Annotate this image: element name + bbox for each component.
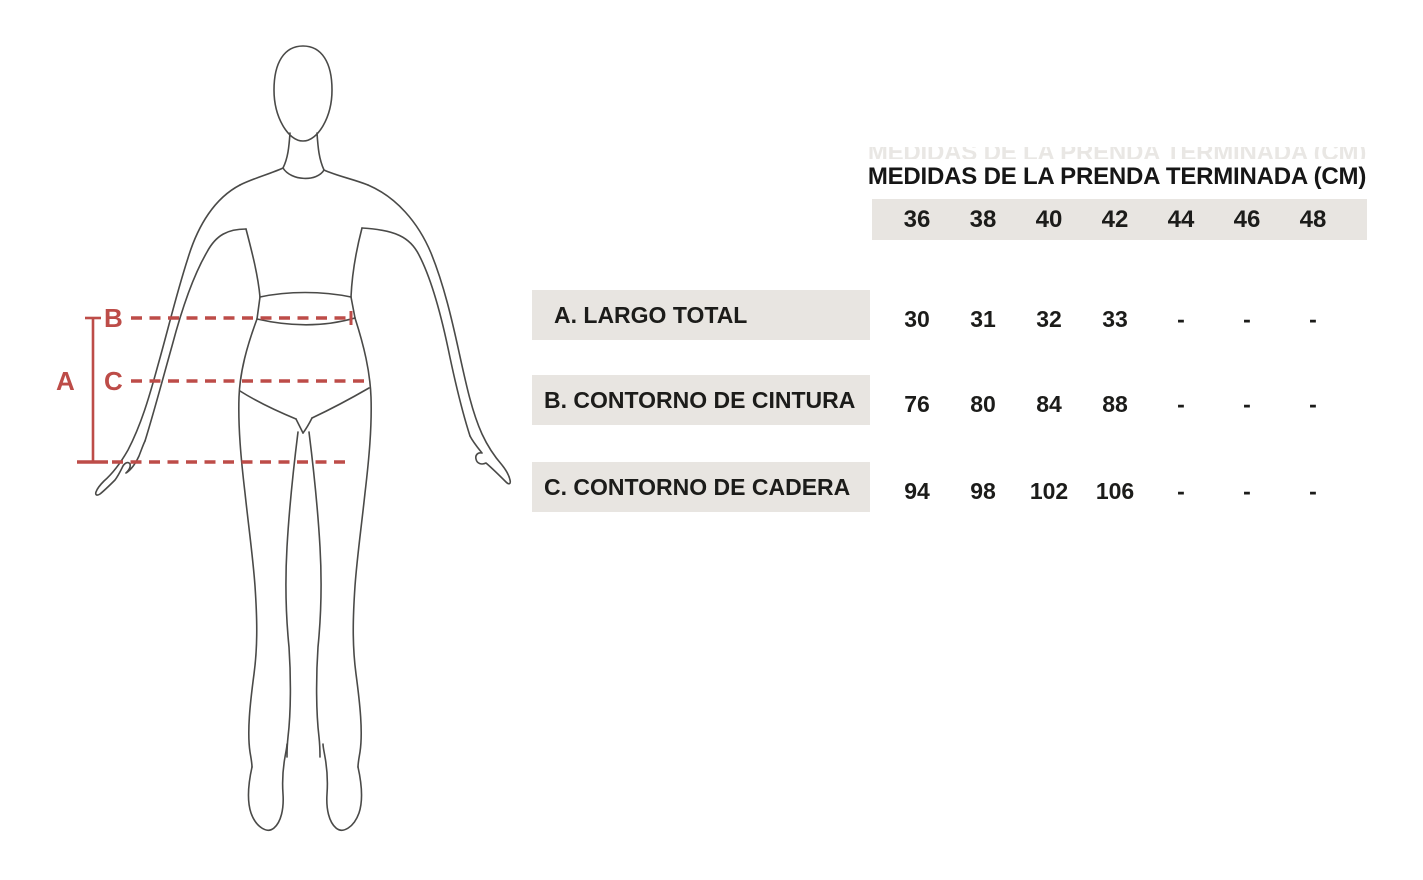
measurement-value: 33 — [1102, 305, 1128, 332]
row-values-contorno-cadera: 94 98 102 106 - - - — [884, 466, 1346, 516]
size-header-cell: 40 — [1035, 205, 1063, 233]
measurement-value: 98 — [970, 477, 996, 504]
size-header-row: 36 38 40 42 44 46 48 — [884, 199, 1346, 240]
body-measurement-figure: A B C — [56, 45, 512, 831]
size-header-cell: 46 — [1233, 205, 1261, 233]
measurement-overlay: A B C — [56, 303, 367, 464]
measurement-value: 94 — [904, 477, 930, 504]
measurement-value: 80 — [970, 390, 996, 417]
measurement-value: - — [1309, 305, 1317, 332]
measurement-value: - — [1243, 390, 1251, 417]
size-header-cell: 44 — [1167, 205, 1195, 233]
measurement-value: 84 — [1036, 390, 1062, 417]
measurement-value: - — [1243, 477, 1251, 504]
row-label-contorno-cadera: C. CONTORNO DE CADERA — [532, 462, 870, 512]
measurement-value: 31 — [970, 305, 996, 332]
measurement-value: 102 — [1029, 477, 1069, 504]
row-values-largo-total: 30 31 32 33 - - - — [884, 294, 1346, 344]
measurement-value: - — [1243, 305, 1251, 332]
measurement-value: 32 — [1036, 305, 1062, 332]
measurement-value: - — [1309, 477, 1317, 504]
size-header-cell: 48 — [1299, 205, 1327, 233]
measurement-value: 88 — [1102, 390, 1128, 417]
marker-c-label: C — [104, 366, 123, 396]
measurement-value: - — [1309, 390, 1317, 417]
size-header-cell: 38 — [969, 205, 997, 233]
size-header-cell: 36 — [903, 205, 931, 233]
measurement-value: 106 — [1095, 477, 1135, 504]
clipped-ghost-text: MEDIDAS DE LA PRENDA TERMINADA (CM) — [866, 147, 1368, 159]
row-values-contorno-cintura: 76 80 84 88 - - - — [884, 379, 1346, 429]
measurement-value: - — [1177, 477, 1185, 504]
marker-a-label: A — [56, 366, 75, 396]
body-outline — [94, 45, 512, 831]
row-label-text: B. CONTORNO DE CINTURA — [544, 386, 856, 413]
table-title: MEDIDAS DE LA PRENDA TERMINADA (CM) — [867, 163, 1367, 190]
measurement-value: - — [1177, 390, 1185, 417]
row-label-text: A. LARGO TOTAL — [554, 301, 748, 328]
row-label-contorno-cintura: B. CONTORNO DE CINTURA — [532, 375, 870, 425]
marker-b-label: B — [104, 303, 123, 333]
size-header-cell: 42 — [1101, 205, 1129, 233]
measurement-value: 76 — [904, 390, 930, 417]
row-label-largo-total: A. LARGO TOTAL — [532, 290, 870, 340]
size-header-band — [872, 199, 1367, 240]
measurement-value: - — [1177, 305, 1185, 332]
measurement-value: 30 — [904, 305, 930, 332]
row-label-text: C. CONTORNO DE CADERA — [544, 473, 851, 500]
